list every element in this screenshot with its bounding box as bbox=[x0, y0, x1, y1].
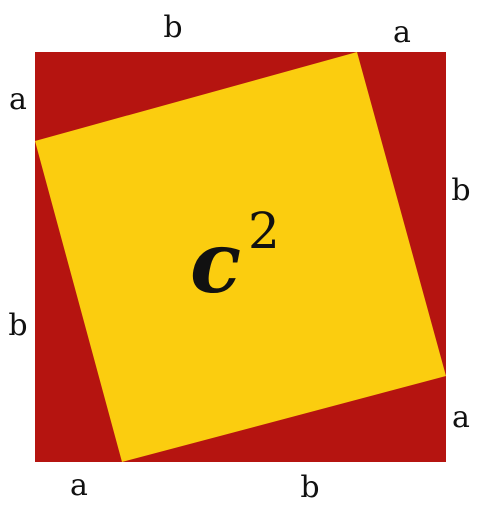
right-label-b: b bbox=[451, 173, 470, 208]
left-label-b: b bbox=[8, 308, 27, 343]
area-label-exponent: 2 bbox=[248, 202, 280, 260]
inner-square-c bbox=[35, 52, 446, 462]
top-label-a: a bbox=[393, 15, 411, 50]
left-label-a: a bbox=[9, 82, 27, 117]
bottom-label-b: b bbox=[300, 470, 319, 505]
right-label-a: a bbox=[452, 400, 470, 435]
top-label-b: b bbox=[163, 10, 182, 45]
area-label-c: c bbox=[190, 213, 241, 312]
bottom-label-a: a bbox=[70, 468, 88, 503]
